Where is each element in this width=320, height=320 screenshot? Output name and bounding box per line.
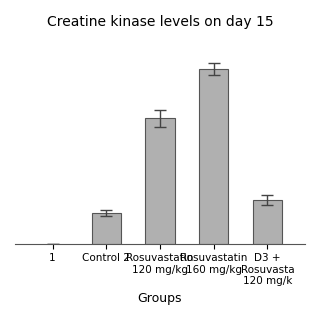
Bar (145, 118, 175, 244)
Bar (199, 69, 228, 244)
Title: Creatine kinase levels on day 15: Creatine kinase levels on day 15 (47, 15, 273, 29)
X-axis label: Groups: Groups (138, 292, 182, 305)
Bar (252, 200, 282, 244)
Bar (92, 213, 121, 244)
